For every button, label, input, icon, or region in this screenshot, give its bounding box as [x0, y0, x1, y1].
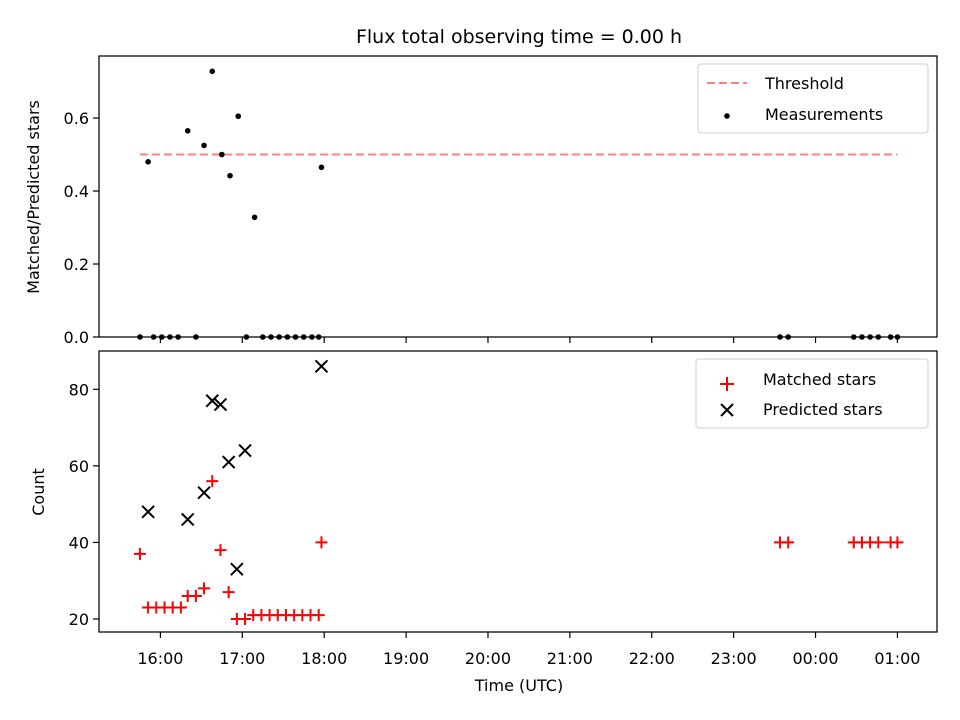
count-x-tick-label: 23:00 [711, 649, 757, 668]
measurement-point [150, 334, 157, 340]
count-x-tick-label: 17:00 [219, 649, 265, 668]
predicted-star-point [141, 505, 155, 519]
ratio-panel: 0.0 0.2 0.4 0.6 Matched/Predicted stars Thr… [24, 55, 938, 347]
measurement-point [251, 214, 258, 221]
count-y-axis-label: Count [29, 468, 48, 516]
matched-star-point [891, 536, 904, 549]
matched-star-point [174, 601, 187, 614]
measurement-point [227, 172, 233, 179]
legend-measurements-label: Measurements [765, 105, 883, 124]
matched-star-point [312, 609, 325, 622]
measurement-point [201, 142, 207, 149]
ratio-legend-box [697, 63, 929, 134]
measurement-point [259, 334, 266, 340]
matched-star-point [206, 475, 219, 488]
legend-predicted-label: Predicted stars [763, 400, 883, 419]
predicted-star-point [238, 443, 252, 458]
ratio-y-axis: 0.0 0.2 0.4 0.6 [64, 109, 99, 347]
measurement-point [175, 334, 181, 340]
ratio-plot-frame [98, 55, 938, 338]
predicted-star-point [230, 562, 244, 576]
ratio-y-axis-label: Matched/Predicted stars [24, 100, 43, 294]
predicted-star-point [205, 394, 219, 408]
matched-star-point [782, 536, 795, 549]
count-x-tick-label: 01:00 [874, 649, 920, 668]
count-y-axis: 20 40 60 80 [69, 380, 99, 629]
measurement-point [235, 113, 242, 120]
measurement-point [300, 334, 307, 340]
matched-star-point [872, 536, 885, 549]
measurement-point [875, 334, 882, 340]
count-x-tick-label: 19:00 [383, 649, 429, 668]
measurement-point [777, 334, 783, 340]
matched-star-point [315, 536, 328, 549]
measurement-point [209, 68, 216, 75]
count-plot-area [133, 359, 904, 625]
measurement-point [887, 334, 894, 340]
ratio-y-tick-label: 0.2 [64, 255, 89, 274]
count-x-axis: 16:00 17:00 18:00 19:00 20:00 21:00 22:00 23:00… [137, 632, 920, 668]
matched-star-point [189, 590, 202, 603]
count-y-tick-label: 80 [69, 380, 89, 399]
count-plot-frame [98, 350, 938, 633]
predicted-star-point [314, 359, 329, 374]
ratio-plot-area [137, 68, 901, 340]
legend-matched-swatch [720, 377, 734, 391]
measurement-point [292, 334, 299, 340]
measurement-point [867, 334, 873, 340]
count-y-tick-label: 60 [69, 457, 89, 476]
matched-star-point [222, 586, 235, 599]
ratio-y-tick-label: 0.6 [64, 109, 89, 128]
count-x-tick-label: 20:00 [465, 649, 511, 668]
count-x-tick-label: 18:00 [301, 649, 347, 668]
predicted-star-point [181, 512, 195, 527]
count-x-tick-label: 22:00 [629, 649, 675, 668]
count-panel: 20 40 60 80 16:00 17:00 18:00 19:00 20:00 21:00 2… [29, 350, 938, 695]
matched-star-point [133, 547, 146, 560]
measurement-point [243, 334, 250, 340]
measurement-point [137, 334, 143, 340]
measurement-point [184, 128, 191, 134]
chart-title: Flux total observing time = 0.00 h [356, 26, 682, 48]
count-y-tick-label: 40 [69, 533, 89, 552]
measurement-point [219, 151, 225, 158]
ratio-y-tick-label: 0.0 [64, 328, 89, 347]
predicted-star-point [197, 485, 211, 500]
count-x-tick-label: 00:00 [792, 649, 838, 668]
count-x-tick-label: 16:00 [137, 649, 183, 668]
matched-star-point [239, 612, 252, 625]
count-y-tick-label: 20 [69, 610, 89, 629]
matched-star-point [214, 544, 227, 557]
ratio-y-tick-label: 0.4 [64, 182, 89, 201]
measurement-point [315, 334, 322, 340]
count-legend-box [695, 358, 929, 429]
ratio-legend: Threshold Measurements [697, 63, 929, 134]
count-legend: Matched stars Predicted stars [695, 358, 929, 429]
measurement-point [318, 164, 325, 171]
measurement-point [158, 334, 165, 340]
legend-threshold-label: Threshold [764, 74, 844, 93]
measurement-point [276, 334, 282, 340]
measurement-point [145, 159, 151, 165]
legend-measurements-swatch [724, 113, 730, 119]
predicted-star-point [221, 455, 236, 469]
legend-matched-label: Matched stars [763, 370, 876, 389]
measurement-point [309, 334, 315, 340]
measurement-point [268, 334, 274, 340]
measurement-point [859, 334, 865, 340]
x-axis-label: Time (UTC) [474, 676, 563, 695]
legend-predicted-swatch [720, 403, 734, 417]
measurement-point [785, 334, 792, 340]
measurement-point [850, 334, 857, 340]
measurement-point [193, 334, 199, 340]
matched-star-point [198, 582, 211, 595]
measurement-point [167, 334, 173, 340]
count-x-tick-label: 21:00 [547, 649, 593, 668]
measurement-point [284, 334, 291, 340]
predicted-star-point [213, 397, 228, 412]
measurement-point [894, 334, 901, 340]
